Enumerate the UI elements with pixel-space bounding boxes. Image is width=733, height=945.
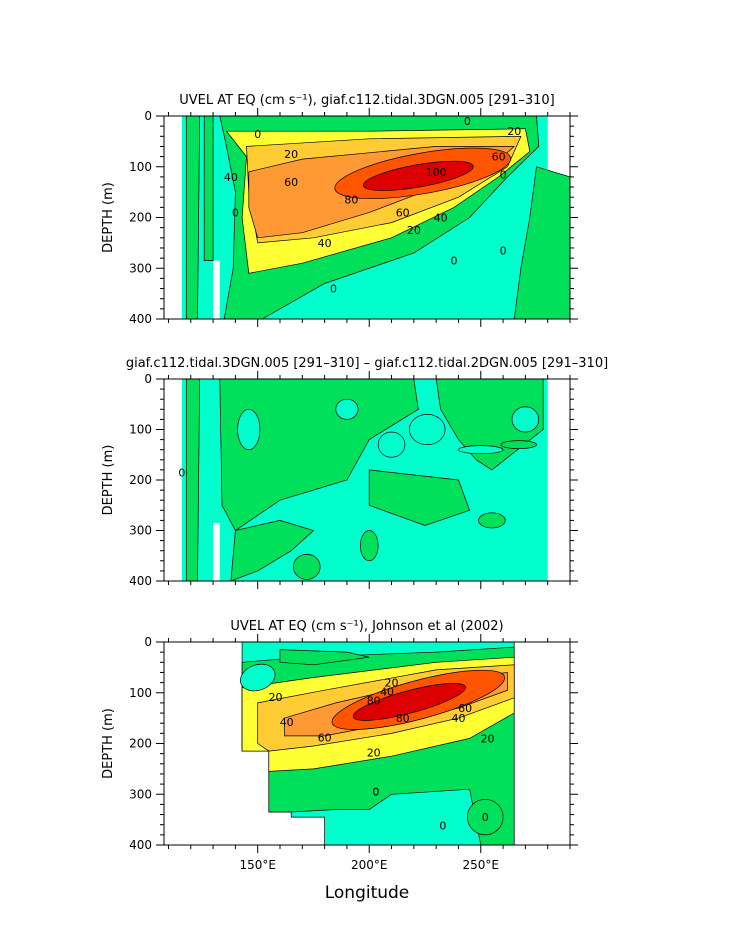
negative-region [377, 431, 406, 458]
negative-region [335, 398, 359, 420]
positive-region [219, 378, 419, 532]
y-tick-label: 100 [129, 160, 152, 174]
contour-100-region [352, 683, 466, 721]
y-tick-label: 200 [129, 211, 152, 225]
panel-2-title: giaf.c112.tidal.3DGN.005 [291–310] – gia… [126, 356, 608, 371]
y-tick-label: 0 [144, 109, 152, 123]
x-tick-label: 200°E [351, 858, 388, 872]
contour-100-region [363, 160, 474, 191]
y-tick-label: 300 [129, 524, 152, 538]
contour-label: 0 [372, 786, 379, 799]
panel-1-fill: 0 0 0 20 20 20 40 40 40 60 60 60 80 100 0 0 0 0 [181, 115, 571, 320]
contour-label: 60 [458, 702, 472, 715]
contour-label: 20 [480, 732, 494, 745]
negative-region [458, 445, 504, 455]
contour-label: 20 [385, 677, 399, 690]
y-tick-label: 400 [129, 574, 152, 588]
contour-label: 0 [500, 168, 507, 181]
contour-label: 100 [426, 166, 447, 179]
positive-region [478, 512, 506, 529]
contour-label: 0 [451, 255, 458, 268]
y-tick-label: 400 [129, 838, 152, 852]
contour-label: 20 [507, 125, 521, 138]
positive-region [293, 553, 321, 580]
y-tick-label: 0 [144, 635, 152, 649]
contour-label: 0 [254, 128, 261, 141]
panel-3-title: UVEL AT EQ (cm s⁻¹), Johnson et al (2002… [230, 619, 503, 634]
contour-label: 20 [284, 148, 298, 161]
contour-label: 80 [367, 694, 381, 707]
panel-2-ylabel: DEPTH (m) [101, 445, 116, 516]
contour-label: 0 [500, 244, 507, 257]
panel-2-axes: 0 100 200 300 400 giaf.c112.tidal.3DGN.005 [2… [101, 356, 608, 589]
y-tick-label: 100 [129, 423, 152, 437]
contour-label: 80 [344, 194, 358, 207]
panel-3-ylabel: DEPTH (m) [101, 708, 116, 779]
x-tick-label: 150°E [239, 858, 276, 872]
positive-region [368, 469, 471, 526]
contour-label: 0 [482, 811, 489, 824]
negative-region [240, 663, 276, 692]
y-tick-label: 100 [129, 686, 152, 700]
contour-0-region [279, 649, 370, 666]
panel-2-fill: 0 [178, 378, 548, 582]
y-tick-label: 200 [129, 737, 152, 751]
y-tick-label: 200 [129, 473, 152, 487]
contour-label: 0 [464, 115, 471, 128]
y-tick-label: 400 [129, 312, 152, 326]
positive-region [185, 378, 201, 582]
contour-0-region [185, 115, 201, 320]
contour-label: 40 [318, 237, 332, 250]
panel-1-title: UVEL AT EQ (cm s⁻¹), giaf.c112.tidal.3DG… [179, 93, 555, 108]
positive-region [359, 530, 379, 562]
y-tick-label: 300 [129, 787, 152, 801]
contour-label: 20 [269, 691, 283, 704]
contour-label: 80 [396, 712, 410, 725]
contour-label: 0 [439, 820, 446, 833]
contour-label: 60 [318, 731, 332, 744]
contour-label: 40 [280, 716, 294, 729]
contour-label: 0 [232, 206, 239, 219]
contour-label: 40 [451, 712, 465, 725]
contour-label: 40 [434, 212, 448, 225]
contour-label: 0 [330, 283, 337, 296]
land-mask [213, 260, 220, 319]
panel-1-ylabel: DEPTH (m) [101, 182, 116, 253]
contour-label: 0 [178, 466, 185, 479]
contour-label: 60 [284, 176, 298, 189]
y-tick-label: 0 [144, 372, 152, 386]
contour-label: 40 [380, 686, 394, 699]
x-axis-label: Longitude [325, 883, 410, 903]
contour-label: 60 [396, 206, 410, 219]
x-tick-label: 250°E [463, 858, 500, 872]
positive-region [500, 440, 537, 450]
contour-label: 20 [367, 747, 381, 760]
land-mask [213, 522, 220, 581]
contour-label: 20 [407, 224, 421, 237]
y-tick-label: 300 [129, 261, 152, 275]
negative-region [511, 406, 540, 433]
contour-0-region [203, 115, 214, 261]
negative-region [237, 408, 261, 451]
contour-label: 60 [492, 151, 506, 164]
contour-label: 40 [224, 171, 238, 184]
negative-region [409, 414, 446, 446]
contour-0-region [467, 798, 504, 836]
